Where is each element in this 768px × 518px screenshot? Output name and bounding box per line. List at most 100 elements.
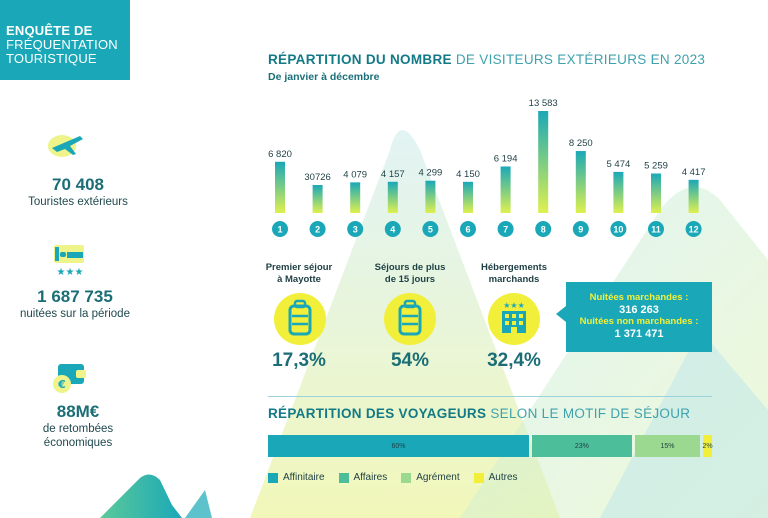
header-line-3: TOURISTIQUE — [6, 51, 97, 66]
bar-label-month-3: 4 079 — [343, 169, 367, 180]
month-badge-12 — [685, 221, 702, 237]
header-line-1: ENQUÊTE DE — [6, 23, 93, 38]
segment-autres: 2% — [703, 435, 713, 457]
cat-long-stay-line-2: de 15 jours — [384, 274, 436, 285]
svg-text:★★★: ★★★ — [57, 267, 84, 277]
chart-title-visitors-bold: RÉPARTITION DU NOMBRE — [268, 52, 452, 67]
infobox-line-1: Nuitées marchandes : — [589, 292, 689, 303]
cat-commercial-line-1: Hébergements — [481, 262, 547, 273]
bar-label-month-4: 4 157 — [381, 169, 405, 180]
month-badge-6 — [460, 221, 476, 237]
legend-swatch — [338, 472, 349, 483]
stat-tourists-label: Touristes extérieurs — [28, 196, 128, 208]
bar-month-4 — [387, 181, 398, 213]
bar-month-9 — [575, 151, 586, 213]
bar-label-month-1: 6 820 — [268, 149, 292, 160]
bar-label-month-6: 4 150 — [456, 169, 480, 180]
cat-long-stay-percent: 54% — [390, 350, 430, 371]
bar-label-month-7: 6 194 — [494, 153, 518, 164]
legend-swatch — [401, 472, 412, 483]
suitcase-icon — [272, 292, 328, 351]
segment-affinitaire: 60% — [268, 435, 529, 457]
segment-agrément: 15% — [634, 435, 701, 457]
month-number-11: 11 — [651, 225, 661, 235]
chart-title-motives-rest: SELON LE MOTIF DE SÉJOUR — [486, 406, 691, 421]
month-badge-4 — [384, 221, 401, 237]
bar-label-month-11: 5 259 — [644, 161, 668, 172]
chart-title-motives: RÉPARTITION DES VOYAGEURS SELON LE MOTIF… — [268, 406, 690, 421]
bar-label-month-9: 8 250 — [569, 138, 593, 149]
stat-revenue-label-1: de retombées — [42, 423, 114, 435]
legend-label: Autres — [488, 472, 518, 483]
month-badge-11 — [648, 221, 664, 237]
motives-stacked-bar: 60% 23% 15% 2% — [268, 435, 713, 457]
stat-tourists-value: 70 408 — [52, 175, 104, 194]
bar-month-10 — [613, 171, 624, 213]
header-line-2: FRÉQUENTATION — [6, 37, 118, 52]
bar-label-month-2: 30726 — [304, 172, 330, 183]
wallet-icon: € — [52, 360, 90, 401]
suitcase-icon — [382, 292, 438, 351]
month-number-8: 8 — [541, 225, 546, 235]
month-number-10: 10 — [613, 225, 623, 235]
bed-icon: ★★★ — [52, 243, 88, 282]
month-number-3: 3 — [353, 225, 358, 235]
stat-nights: 1 687 735 nuitées sur la période — [0, 287, 150, 321]
cat-first-stay-label: Premier séjour à Mayotte — [251, 262, 347, 286]
stat-revenue-value: 88M€ — [56, 402, 100, 421]
bar-month-2 — [312, 185, 323, 213]
stat-nights-value: 1 687 735 — [37, 287, 113, 306]
month-badge-7 — [497, 221, 514, 237]
legend-item-agrément: Agrément — [401, 472, 460, 483]
legend-swatch — [473, 472, 484, 483]
nights-infobox: Nuitées marchandes : 316 263 Nuitées non… — [556, 282, 712, 352]
bar-label-month-8: 13 583 — [529, 98, 558, 109]
month-number-1: 1 — [277, 225, 282, 235]
legend-item-affaires: Affaires — [338, 472, 388, 483]
month-badge-10 — [610, 221, 627, 237]
chart-title-visitors: RÉPARTITION DU NOMBRE DE VISITEURS EXTÉR… — [268, 52, 705, 67]
month-badge-8 — [535, 221, 552, 237]
cat-long-stay-line-1: Séjours de plus — [374, 262, 446, 273]
legend-label: Affinitaire — [283, 472, 325, 483]
chart-title-visitors-rest: DE VISITEURS EXTÉRIEURS EN 2023 — [451, 52, 706, 67]
month-badge-9 — [572, 221, 589, 237]
month-number-12: 12 — [689, 225, 699, 235]
cat-commercial-line-2: marchands — [488, 274, 540, 285]
infobox-value-1: 316 263 — [619, 304, 659, 316]
legend-swatch — [268, 472, 278, 483]
month-number-6: 6 — [465, 225, 470, 235]
month-badge-2 — [309, 221, 326, 237]
bar-month-11 — [651, 173, 661, 213]
month-badge-5 — [422, 221, 439, 237]
cat-first-stay-percent: 17,3% — [272, 350, 326, 371]
legend-label: Affaires — [353, 472, 388, 483]
cat-first-stay-line-2: à Mayotte — [277, 274, 321, 285]
stat-tourists: 70 408 Touristes extérieurs — [8, 175, 148, 209]
cat-commercial-percent: 32,4% — [487, 350, 541, 371]
bar-label-month-10: 5 474 — [607, 159, 631, 170]
svg-text:€: € — [57, 378, 66, 391]
bar-month-1 — [275, 161, 285, 213]
legend-label: Agrément — [416, 472, 460, 483]
legend-item-autres: Autres — [473, 472, 518, 483]
infobox-line-2: Nuitées non marchandes : — [579, 316, 699, 327]
chart-subtitle: De janvier à décembre — [268, 71, 380, 83]
stat-nights-label: nuitées sur la période — [20, 308, 130, 320]
bar-month-12 — [688, 179, 699, 213]
infobox-value-2: 1 371 471 — [614, 328, 664, 340]
month-number-4: 4 — [390, 225, 395, 235]
month-badge-1 — [272, 221, 288, 237]
bar-month-6 — [463, 181, 473, 213]
survey-header: ENQUÊTE DE FRÉQUENTATION TOURISTIQUE — [0, 0, 130, 80]
motives-legend: Affinitaire Affaires Agrément Autres — [268, 472, 518, 483]
bar-month-3 — [350, 182, 361, 213]
cat-first-stay-line-1: Premier séjour — [265, 262, 333, 273]
bar-month-7 — [500, 166, 511, 213]
section-divider — [268, 396, 712, 397]
month-number-9: 9 — [578, 225, 583, 235]
legend-item-affinitaire: Affinitaire — [268, 472, 325, 483]
monthly-visitors-chart: 6 820 1 30726 2 4 079 3 4 157 4 4 299 5 4 150 6 6 19… — [268, 98, 706, 237]
bar-label-month-12: 4 417 — [682, 167, 706, 178]
cat-long-stay-label: Séjours de plus de 15 jours — [362, 262, 458, 286]
